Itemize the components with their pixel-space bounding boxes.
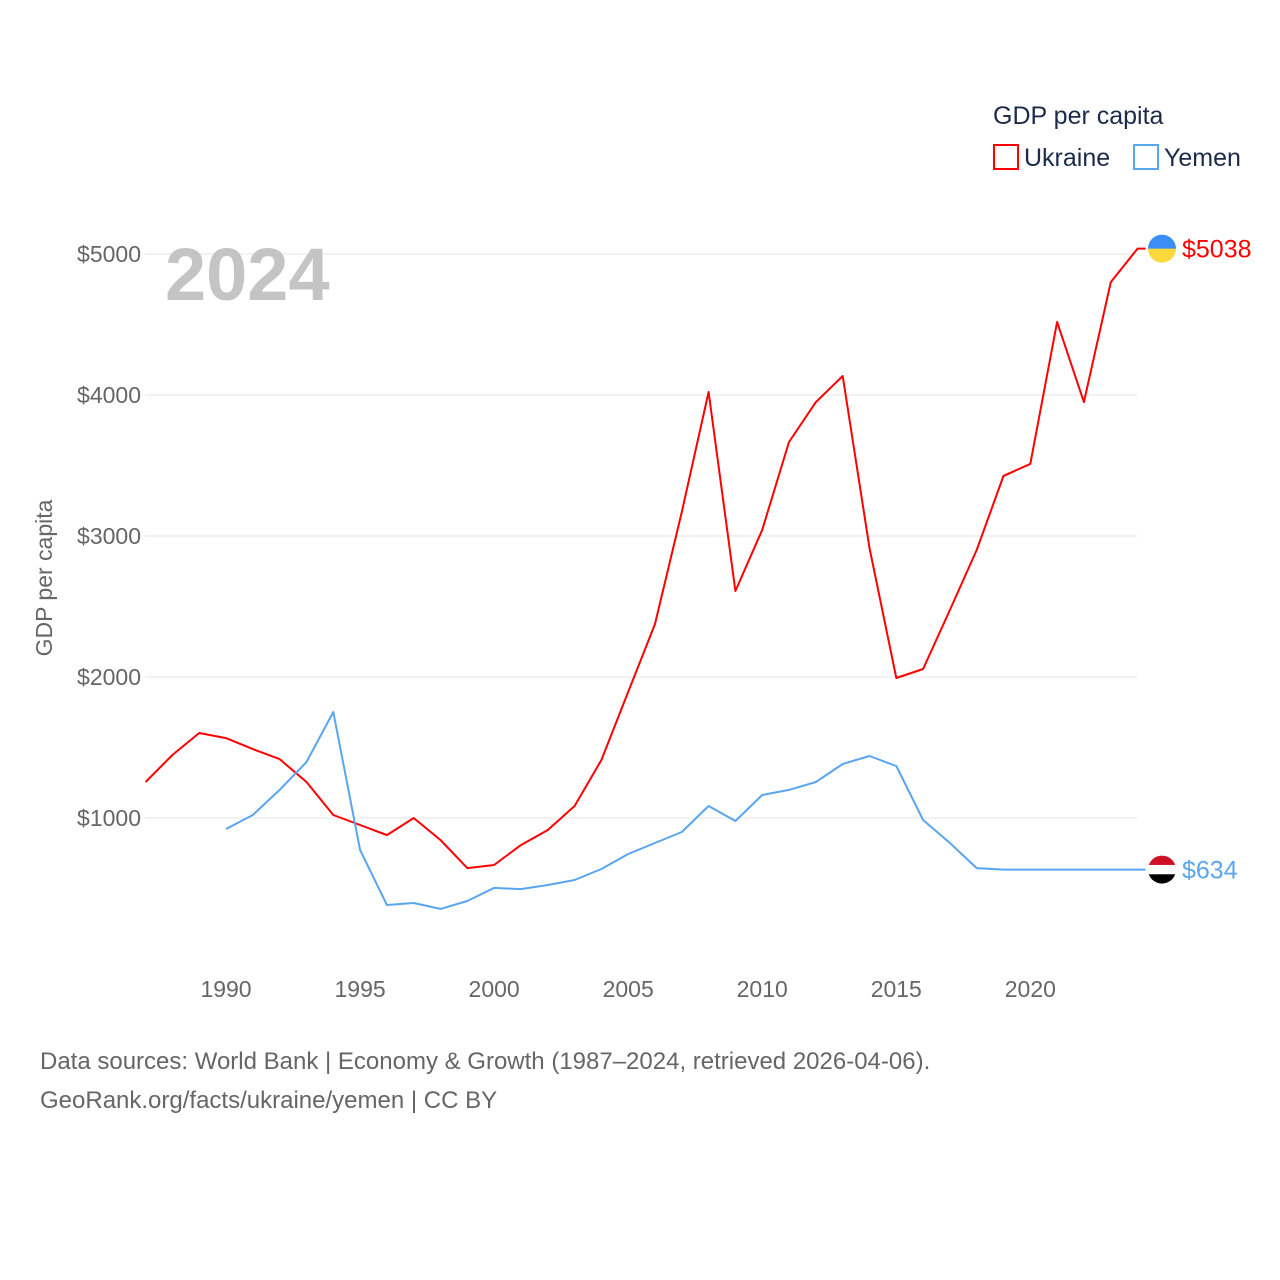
flag-icon-yemen [1148, 855, 1176, 884]
y-axis-ticks: $1000 $2000 $3000 $4000 $5000 [77, 241, 141, 831]
x-tick-label: 2010 [737, 976, 788, 1002]
x-axis-ticks: 1990 1995 2000 2005 2010 2015 2020 [200, 976, 1055, 1002]
x-tick-label: 2005 [603, 976, 654, 1002]
legend-swatch-ukraine [993, 144, 1019, 170]
data-source-text: Data sources: World Bank | Economy & Gro… [40, 1048, 931, 1075]
end-value-label-yemen: $634 [1182, 857, 1238, 885]
legend-title: GDP per capita [993, 102, 1164, 130]
y-axis-label: GDP per capita [31, 499, 57, 656]
y-tick-label: $2000 [77, 664, 141, 690]
flag-stripe [1148, 855, 1176, 866]
series-line-yemen [225, 711, 1146, 910]
x-tick-label: 1990 [200, 976, 251, 1002]
flag-stripe [1148, 864, 1176, 875]
series-lines [144, 247, 1146, 910]
x-tick-label: 2000 [469, 976, 520, 1002]
series-line-ukraine [144, 247, 1146, 870]
flag-stripe [1148, 874, 1176, 884]
flag-stripe [1148, 234, 1176, 250]
flag-stripe [1148, 248, 1176, 263]
y-tick-label: $5000 [77, 241, 141, 267]
x-tick-label: 2020 [1005, 976, 1056, 1002]
end-labels: $5038 $634 [1148, 234, 1252, 885]
legend-item-yemen[interactable]: Yemen [1133, 144, 1241, 172]
flag-icon-ukraine [1148, 234, 1176, 263]
legend-item-ukraine[interactable]: Ukraine [993, 144, 1110, 172]
y-tick-label: $3000 [77, 523, 141, 549]
x-tick-label: 2015 [871, 976, 922, 1002]
legend-label-ukraine: Ukraine [1024, 144, 1110, 172]
x-tick-label: 1995 [334, 976, 385, 1002]
legend-swatch-yemen [1133, 144, 1159, 170]
footer: Data sources: World Bank | Economy & Gro… [40, 1042, 930, 1120]
end-value-label-ukraine: $5038 [1182, 236, 1252, 264]
y-tick-label: $1000 [77, 805, 141, 831]
y-tick-label: $4000 [77, 382, 141, 408]
legend-label-yemen: Yemen [1164, 144, 1241, 172]
year-watermark: 2024 [165, 233, 330, 316]
gridlines [145, 253, 1137, 819]
attribution-link[interactable]: GeoRank.org/facts/ukraine/yemen | CC BY [40, 1087, 498, 1114]
